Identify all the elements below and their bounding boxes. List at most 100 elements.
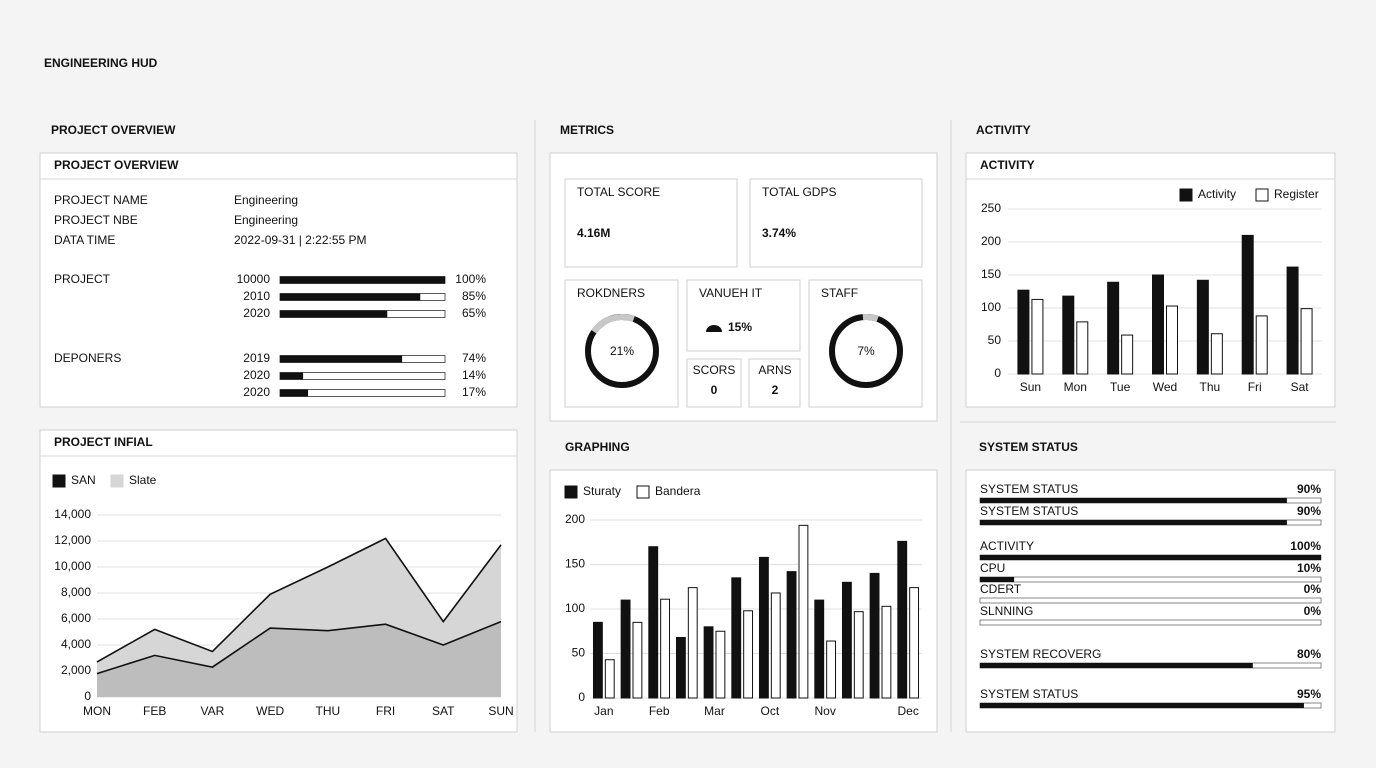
bar xyxy=(1121,334,1134,375)
progress-bar xyxy=(280,355,403,363)
row-percent: 100% xyxy=(455,272,486,286)
metric-card xyxy=(686,279,801,352)
kpi-icon xyxy=(706,325,722,332)
status-percent: 0% xyxy=(1304,604,1322,618)
y-tick-label: 0 xyxy=(994,366,1001,380)
bar xyxy=(715,630,726,699)
x-tick-label: Oct xyxy=(760,704,779,718)
page-title: ENGINEERING HUD xyxy=(44,56,158,70)
x-tick-label: Wed xyxy=(1153,380,1177,394)
bar xyxy=(1255,315,1268,375)
legend-label: Activity xyxy=(1198,187,1236,201)
status-bar xyxy=(980,577,1015,582)
row-name: 2020 xyxy=(243,368,270,382)
y-tick-label: 200 xyxy=(981,234,1001,248)
bar xyxy=(881,605,892,699)
bar xyxy=(786,571,797,699)
y-tick-label: 150 xyxy=(565,557,585,571)
metric-value: 4.16M xyxy=(577,226,610,240)
info-label: DATA TIME xyxy=(54,233,115,247)
status-track xyxy=(979,619,1322,626)
donut-value: 21% xyxy=(610,344,634,358)
panel xyxy=(39,152,518,408)
donut-segment xyxy=(585,314,659,388)
y-tick-label: 50 xyxy=(988,333,1002,347)
area xyxy=(97,621,501,697)
legend-label: Register xyxy=(1274,187,1319,201)
y-tick-label: 10,000 xyxy=(54,559,91,573)
legend-label: Slate xyxy=(129,473,157,487)
progress-bar xyxy=(280,372,304,380)
legend-swatch xyxy=(636,485,650,499)
group-label: PROJECT xyxy=(54,272,111,286)
bar xyxy=(1196,279,1209,375)
small-value: 0 xyxy=(711,383,718,397)
status-name: CDERT xyxy=(980,582,1022,596)
legend-swatch xyxy=(1179,188,1193,202)
bar xyxy=(604,659,615,699)
panel-title: PROJECT OVERVIEW xyxy=(54,158,179,172)
y-tick-label: 14,000 xyxy=(54,507,91,521)
bar xyxy=(1076,321,1089,375)
progress-bar xyxy=(280,310,388,318)
status-track xyxy=(979,597,1322,604)
status-percent: 10% xyxy=(1297,561,1321,575)
bar xyxy=(1152,274,1164,375)
bar xyxy=(675,636,686,699)
row-name: 2010 xyxy=(243,289,270,303)
bar xyxy=(798,524,809,699)
donut-label: STAFF xyxy=(821,286,858,300)
legend-swatch xyxy=(52,474,66,488)
status-bar xyxy=(980,555,1321,560)
status-bar xyxy=(980,520,1287,525)
line xyxy=(96,620,502,675)
bar xyxy=(592,621,603,699)
metric-value: 3.74% xyxy=(762,226,796,240)
row-name: 2020 xyxy=(243,385,270,399)
y-tick-label: 8,000 xyxy=(61,585,91,599)
section-heading: GRAPHING xyxy=(565,440,630,454)
small-label: ARNS xyxy=(758,363,791,377)
x-tick-label: SUN xyxy=(488,704,513,718)
x-tick-label: Mar xyxy=(704,704,725,718)
status-percent: 90% xyxy=(1297,482,1321,496)
legend-label: Bandera xyxy=(655,484,701,498)
status-percent: 95% xyxy=(1297,687,1321,701)
bar xyxy=(758,556,769,699)
bar xyxy=(1241,234,1254,375)
bar xyxy=(620,599,631,699)
status-bar xyxy=(980,498,1287,503)
legend-swatch xyxy=(564,485,578,499)
info-value: Engineering xyxy=(234,213,298,227)
x-tick-label: Sun xyxy=(1020,380,1041,394)
bar xyxy=(1166,305,1178,375)
x-tick-label: Feb xyxy=(649,704,670,718)
status-name: ACTIVITY xyxy=(980,539,1034,553)
line xyxy=(96,537,502,663)
metric-label: TOTAL GDPS xyxy=(762,185,836,199)
kpi-label: VANUEH IT xyxy=(699,286,763,300)
bar xyxy=(826,640,837,699)
status-track xyxy=(979,576,1322,583)
bar xyxy=(853,611,864,699)
y-tick-label: 2,000 xyxy=(61,663,91,677)
x-tick-label: Mon xyxy=(1064,380,1087,394)
x-tick-label: THU xyxy=(316,704,341,718)
y-tick-label: 200 xyxy=(565,512,585,526)
info-value: Engineering xyxy=(234,193,298,207)
status-name: CPU xyxy=(980,561,1005,575)
status-percent: 100% xyxy=(1290,539,1321,553)
x-tick-label: Thu xyxy=(1200,380,1221,394)
metric-card xyxy=(564,178,738,268)
bar xyxy=(869,572,880,699)
bar xyxy=(814,599,825,699)
status-name: SYSTEM RECOVERG xyxy=(980,647,1101,661)
x-tick-label: VAR xyxy=(201,704,225,718)
row-percent: 14% xyxy=(462,368,486,382)
x-tick-label: FRI xyxy=(376,704,395,718)
group-label: DEPONERS xyxy=(54,351,121,365)
section-heading: SYSTEM STATUS xyxy=(979,440,1078,454)
small-value: 2 xyxy=(772,383,779,397)
y-tick-label: 150 xyxy=(981,267,1001,281)
